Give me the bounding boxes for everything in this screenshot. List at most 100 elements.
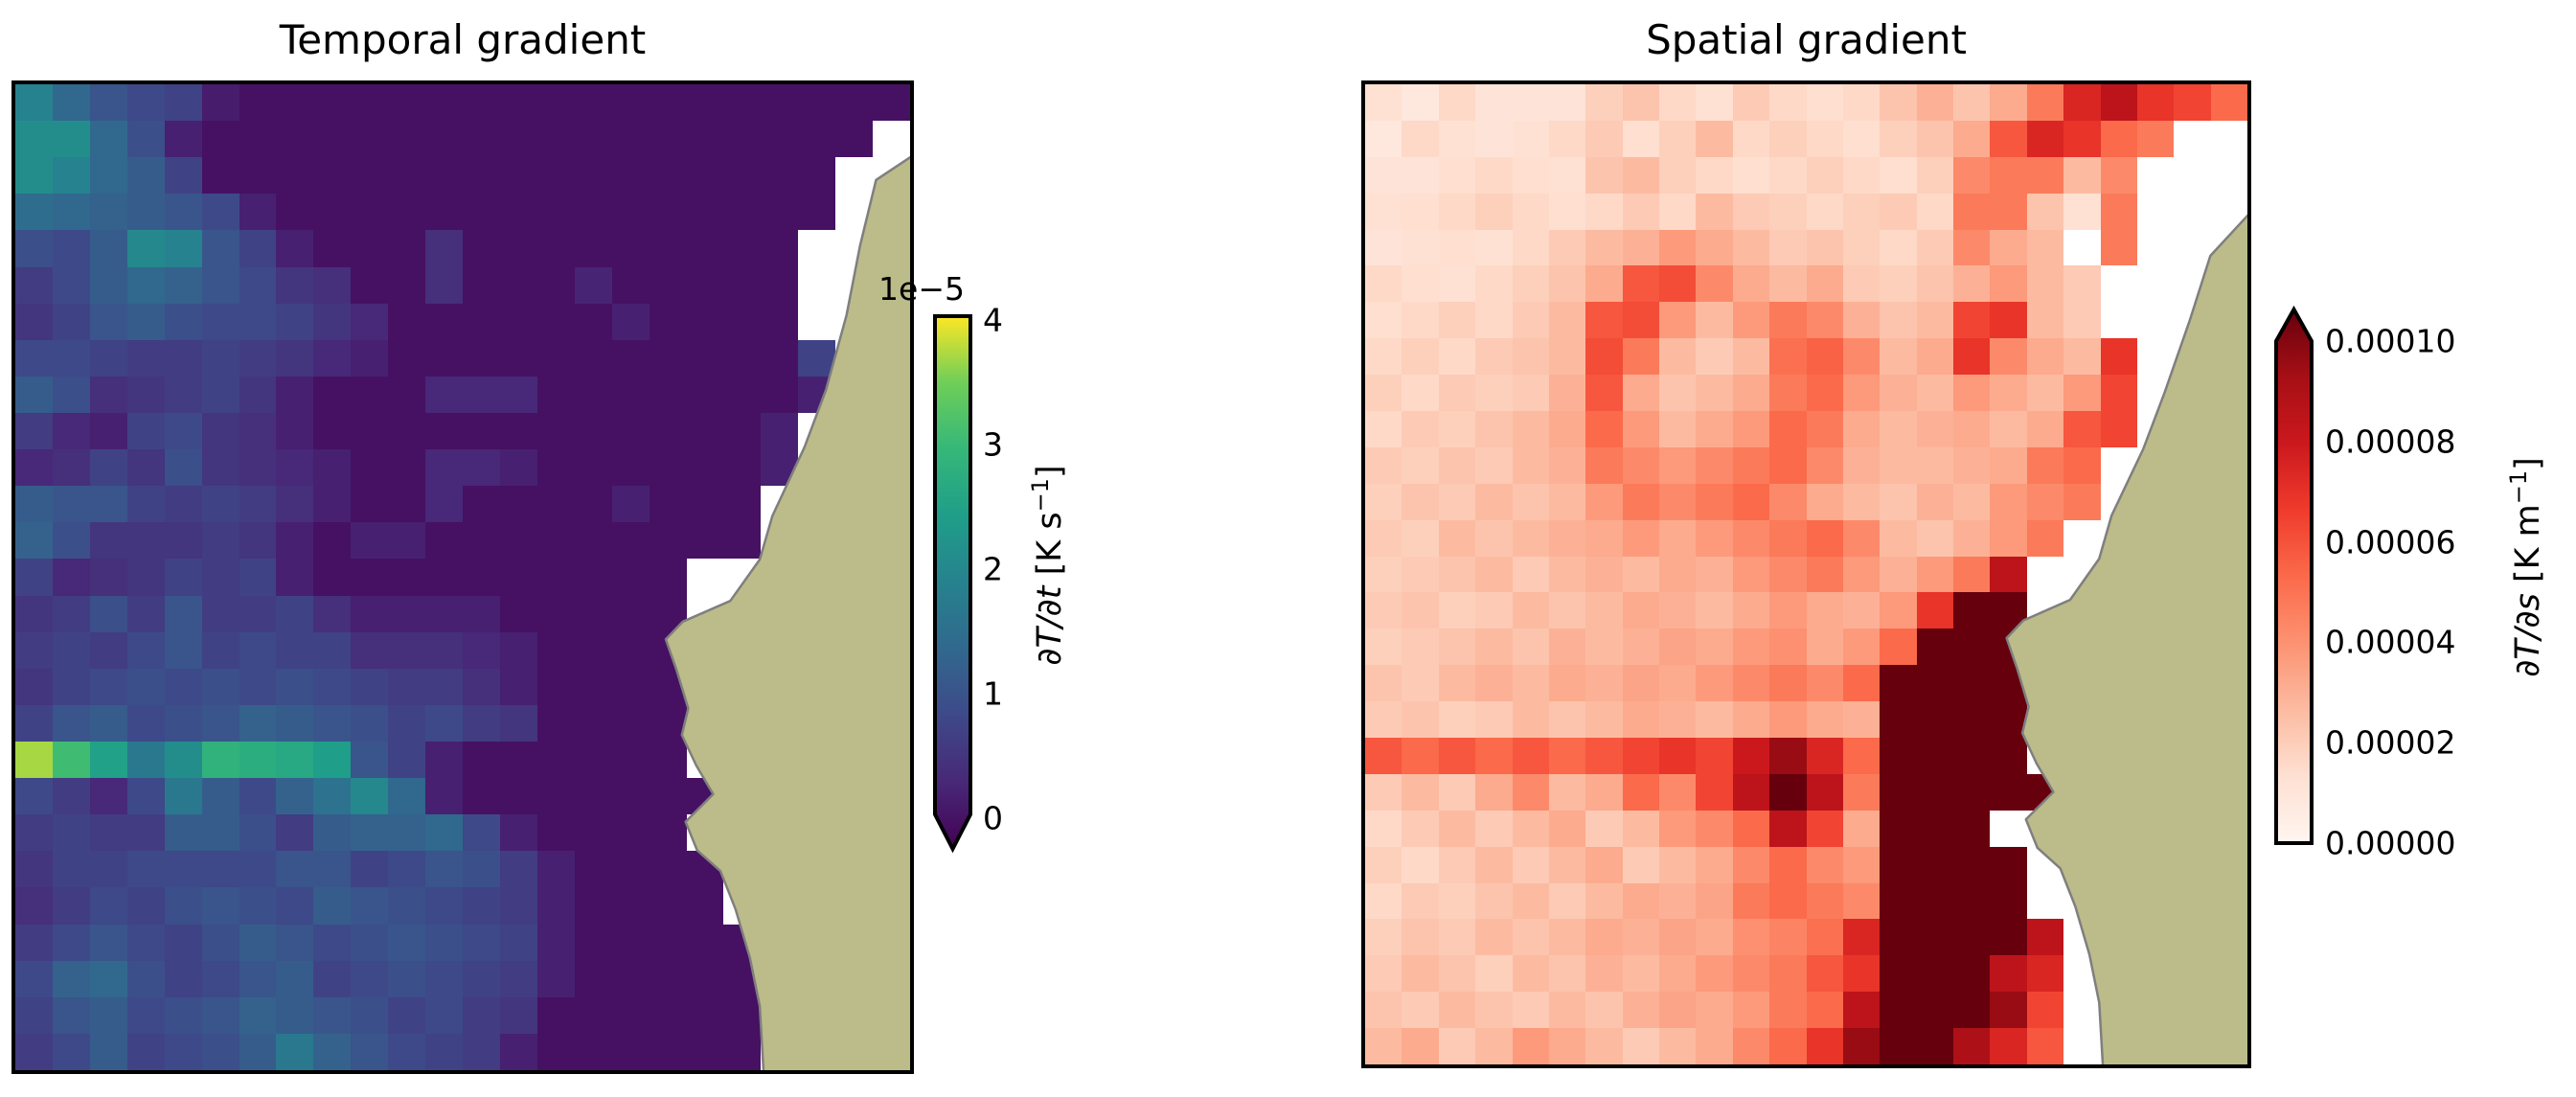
heatmap-cell [611,303,650,340]
heatmap-cell [313,1033,352,1070]
heatmap-cell [201,996,239,1034]
heatmap-cell [1880,84,1917,121]
heatmap-cell [1438,302,1476,339]
heatmap-cell [649,559,687,596]
heatmap-cell [1585,193,1623,230]
heatmap-cell [164,522,202,560]
heatmap-cell [15,778,53,815]
heatmap-cell [1512,738,1549,774]
colorbar-label-sup: −1 [1027,478,1055,513]
heatmap-cell [276,1033,314,1070]
colorbar-label-unit: [K m [2508,504,2547,594]
heatmap-cell [1953,592,1991,629]
heatmap-cell [15,376,53,413]
heatmap-cell [611,741,650,779]
heatmap-cell [873,121,910,158]
heatmap-cell [388,704,426,742]
heatmap-cell [1438,810,1476,847]
heatmap-cell [536,522,575,560]
heatmap-cell [761,376,799,413]
heatmap-cell [1659,846,1697,883]
heatmap-cell [1659,193,1697,230]
heatmap-cell [611,1033,650,1070]
heatmap-cell [276,559,314,596]
heatmap-cell [1402,411,1439,447]
heatmap-cell [425,924,463,961]
heatmap-cell [1990,156,2027,194]
heatmap-cell [1880,592,1917,629]
heatmap-cell [1402,810,1439,847]
heatmap-cell [351,1033,389,1070]
heatmap-cell [1916,665,1953,702]
heatmap-cell [2063,193,2101,230]
heatmap-cell [499,668,537,705]
heatmap-cell [425,303,463,340]
heatmap-cell [126,449,165,487]
heatmap-cell [686,121,724,158]
heatmap-cell [611,960,650,997]
heatmap-cell [1438,193,1476,230]
heatmap-cell [1585,992,1623,1029]
heatmap-cell [239,303,277,340]
heatmap-cell [1769,265,1807,303]
heatmap-cell [1438,411,1476,447]
heatmap-cell [1769,810,1807,847]
heatmap-cell [313,741,352,779]
heatmap-cell [536,741,575,779]
heatmap-cell [15,486,53,523]
heatmap-cell [1806,955,1843,993]
heatmap-cell [351,778,389,815]
heatmap-cell [2063,446,2101,484]
heatmap-cell [611,412,650,450]
heatmap-cell [1769,483,1807,520]
heatmap-cell [723,339,762,377]
heatmap-cell [1769,955,1807,993]
heatmap-cell [1806,483,1843,520]
heatmap-cell [1622,84,1659,121]
heatmap-cell [351,157,389,194]
heatmap-cell [89,412,127,450]
heatmap-cell [1512,302,1549,339]
heatmap-cell [649,778,687,815]
heatmap-cell [1438,955,1476,993]
heatmap-cell [239,412,277,450]
heatmap-cell [686,303,724,340]
heatmap-cell [1622,193,1659,230]
heatmap-cell [388,157,426,194]
heatmap-cell [126,1033,165,1070]
heatmap-cell [2026,556,2064,593]
heatmap-cell [611,851,650,888]
colorbar-label-suffix: ] [2508,457,2547,470]
heatmap-cell [1548,738,1586,774]
heatmap-cell [351,960,389,997]
heatmap-cell [164,595,202,632]
spatial-gradient-map [1361,80,2251,1068]
heatmap-cell [2174,84,2211,121]
heatmap-cell [388,121,426,158]
heatmap-cell [1769,375,1807,411]
heatmap-cell [1732,411,1770,447]
heatmap-cell [52,522,90,560]
heatmap-cell [164,84,202,122]
heatmap-cell [1990,992,2027,1029]
heatmap-cell [686,486,724,523]
heatmap-cell [1622,411,1659,447]
heatmap-cell [1402,375,1439,411]
heatmap-cell [164,996,202,1034]
heatmap-cell [463,814,500,852]
heatmap-cell [536,449,575,487]
heatmap-cell [463,376,500,413]
heatmap-cell [536,996,575,1034]
heatmap-cell [1842,375,1881,411]
heatmap-cell [1548,120,1586,157]
heatmap-cell [1659,992,1697,1029]
heatmap-cell [15,194,53,231]
heatmap-cell [1548,955,1586,993]
colorbar-tick-label: 0.00008 [2325,423,2456,461]
heatmap-cell [276,741,314,779]
heatmap-cell [649,194,687,231]
heatmap-cell [1842,556,1881,593]
heatmap-cell [239,741,277,779]
heatmap-cell [1990,483,2027,520]
heatmap-cell [1769,1028,1807,1064]
